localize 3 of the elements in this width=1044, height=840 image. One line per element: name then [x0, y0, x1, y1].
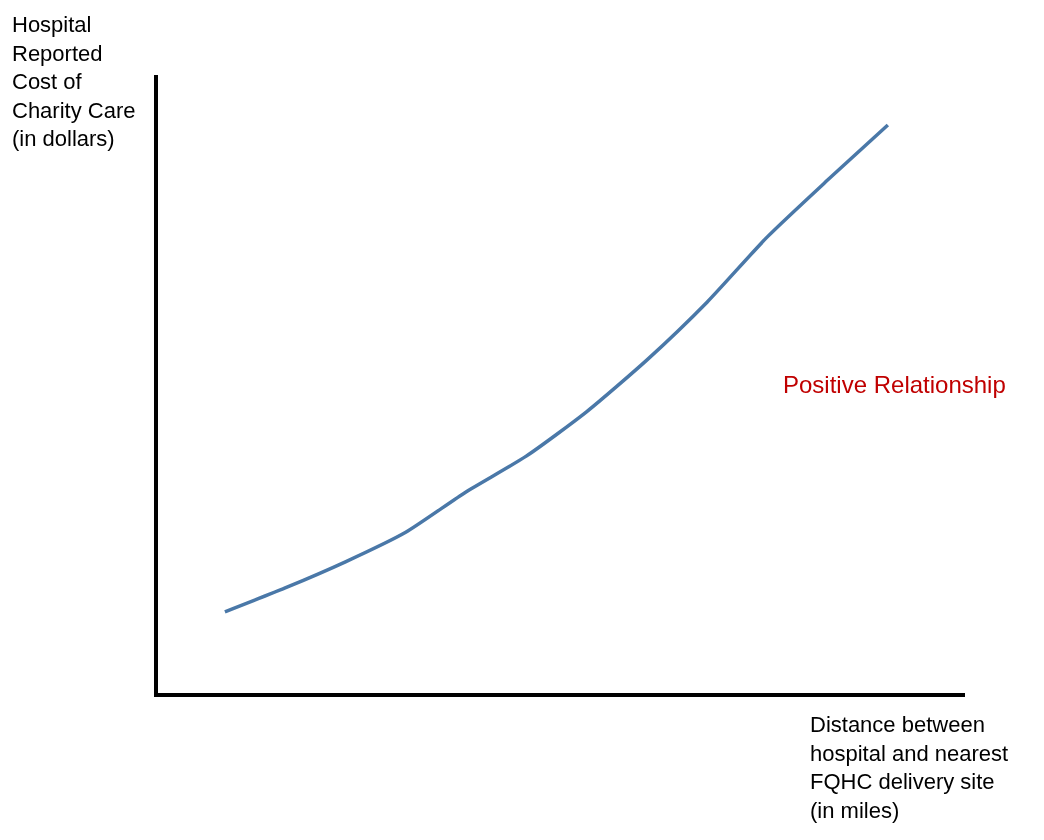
x-axis-title: Distance between hospital and nearest FQHC delivery site (in miles): [810, 712, 1009, 823]
y-axis-title: Hospital Reported Cost of Charity Care (in dollars): [12, 12, 136, 152]
annotation: Positive Relationship: [783, 371, 1006, 398]
